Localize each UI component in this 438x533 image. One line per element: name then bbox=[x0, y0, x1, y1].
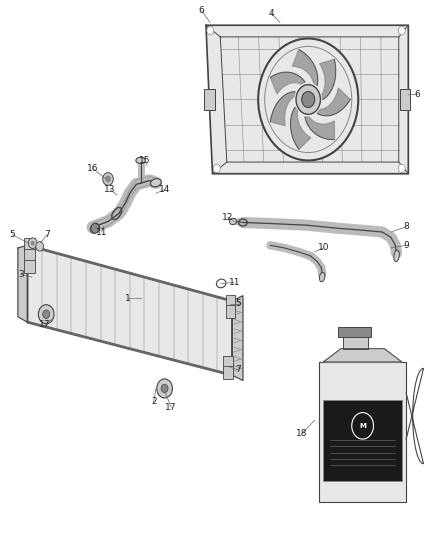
Circle shape bbox=[43, 310, 49, 318]
Text: 9: 9 bbox=[403, 241, 409, 250]
Circle shape bbox=[103, 173, 113, 185]
Polygon shape bbox=[18, 245, 28, 322]
Polygon shape bbox=[305, 117, 335, 140]
Text: 7: 7 bbox=[236, 366, 241, 374]
Bar bbox=[223, 366, 233, 379]
Circle shape bbox=[39, 305, 54, 324]
Circle shape bbox=[161, 384, 168, 393]
Text: 15: 15 bbox=[139, 156, 151, 165]
Text: 11: 11 bbox=[229, 278, 240, 287]
Polygon shape bbox=[270, 92, 295, 126]
Polygon shape bbox=[318, 88, 350, 116]
Text: 5: 5 bbox=[9, 230, 15, 239]
Polygon shape bbox=[320, 59, 336, 100]
Circle shape bbox=[398, 164, 405, 173]
Text: 6: 6 bbox=[199, 6, 205, 15]
Ellipse shape bbox=[230, 218, 237, 224]
Bar bbox=[399, 89, 410, 110]
Text: 1: 1 bbox=[125, 294, 131, 303]
Circle shape bbox=[28, 238, 37, 248]
Polygon shape bbox=[323, 349, 402, 362]
Bar bbox=[323, 400, 402, 481]
Ellipse shape bbox=[90, 223, 99, 233]
Bar bbox=[319, 362, 406, 503]
Text: 17: 17 bbox=[166, 402, 177, 411]
Text: M: M bbox=[359, 423, 366, 429]
Ellipse shape bbox=[136, 157, 145, 164]
Text: 11: 11 bbox=[96, 228, 107, 237]
Bar bbox=[226, 305, 235, 318]
Circle shape bbox=[157, 379, 173, 398]
Circle shape bbox=[36, 241, 44, 251]
Text: 10: 10 bbox=[318, 244, 329, 253]
Circle shape bbox=[213, 164, 220, 173]
Circle shape bbox=[91, 223, 99, 233]
Bar bbox=[25, 238, 35, 252]
Text: 6: 6 bbox=[414, 90, 420, 99]
Text: 8: 8 bbox=[403, 222, 409, 231]
Bar bbox=[226, 295, 235, 308]
Text: 18: 18 bbox=[296, 429, 307, 438]
Circle shape bbox=[258, 38, 358, 160]
Circle shape bbox=[106, 176, 111, 182]
Ellipse shape bbox=[319, 272, 325, 282]
Bar bbox=[204, 89, 215, 110]
Bar bbox=[25, 260, 35, 273]
Polygon shape bbox=[293, 50, 318, 86]
Text: 3: 3 bbox=[18, 270, 24, 279]
Bar bbox=[223, 356, 233, 368]
Circle shape bbox=[207, 26, 214, 35]
Polygon shape bbox=[28, 245, 232, 375]
Ellipse shape bbox=[394, 250, 399, 262]
Text: 17: 17 bbox=[39, 320, 51, 329]
Polygon shape bbox=[270, 72, 305, 94]
Circle shape bbox=[302, 92, 315, 108]
Text: 7: 7 bbox=[44, 230, 50, 239]
Polygon shape bbox=[206, 25, 408, 174]
Circle shape bbox=[31, 241, 35, 245]
Bar bbox=[343, 337, 368, 349]
Text: 14: 14 bbox=[159, 185, 170, 194]
Polygon shape bbox=[290, 107, 311, 149]
Text: 12: 12 bbox=[222, 213, 233, 222]
Circle shape bbox=[296, 85, 321, 114]
Text: 5: 5 bbox=[236, 299, 241, 308]
Text: 4: 4 bbox=[268, 9, 274, 18]
Bar bbox=[338, 327, 371, 337]
Polygon shape bbox=[232, 296, 243, 381]
Ellipse shape bbox=[151, 179, 161, 187]
Text: 16: 16 bbox=[87, 164, 99, 173]
Bar bbox=[25, 249, 35, 263]
Text: 2: 2 bbox=[151, 397, 156, 406]
Circle shape bbox=[398, 26, 405, 35]
Text: 13: 13 bbox=[104, 185, 116, 194]
